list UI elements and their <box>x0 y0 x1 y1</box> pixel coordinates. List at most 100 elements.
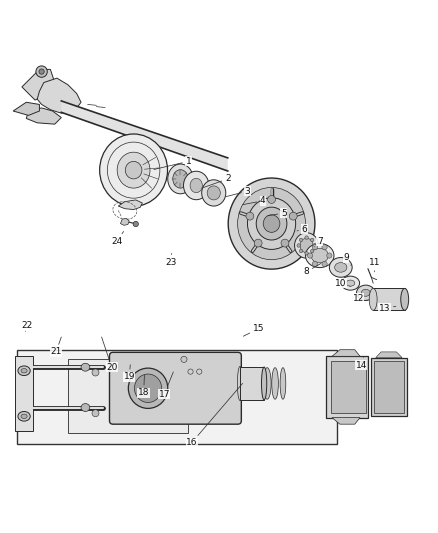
Circle shape <box>322 261 327 266</box>
Text: 15: 15 <box>244 324 264 336</box>
Circle shape <box>254 239 262 247</box>
Polygon shape <box>331 361 366 413</box>
Ellipse shape <box>21 368 27 373</box>
Circle shape <box>299 249 303 253</box>
Circle shape <box>281 239 289 247</box>
Ellipse shape <box>201 180 226 206</box>
Text: 7: 7 <box>314 237 323 247</box>
Ellipse shape <box>237 188 305 260</box>
Ellipse shape <box>247 198 296 249</box>
FancyBboxPatch shape <box>110 352 241 424</box>
Circle shape <box>246 212 254 220</box>
Ellipse shape <box>305 244 334 268</box>
Polygon shape <box>326 356 368 418</box>
Ellipse shape <box>341 276 360 290</box>
Ellipse shape <box>81 364 90 371</box>
Ellipse shape <box>81 403 90 411</box>
Polygon shape <box>371 358 407 416</box>
Polygon shape <box>13 102 39 115</box>
Text: 8: 8 <box>304 263 321 276</box>
Ellipse shape <box>361 289 370 296</box>
Text: 18: 18 <box>138 375 149 397</box>
Polygon shape <box>120 219 129 225</box>
Polygon shape <box>376 352 402 358</box>
Polygon shape <box>332 350 360 356</box>
Ellipse shape <box>168 164 193 194</box>
Ellipse shape <box>346 280 355 286</box>
Circle shape <box>131 413 140 422</box>
Circle shape <box>268 196 276 204</box>
Ellipse shape <box>335 263 347 272</box>
Circle shape <box>312 245 318 250</box>
Text: 9: 9 <box>343 253 351 265</box>
Text: 3: 3 <box>226 187 251 197</box>
Text: 21: 21 <box>50 337 62 357</box>
Ellipse shape <box>184 171 209 200</box>
Text: 12: 12 <box>353 294 367 303</box>
Ellipse shape <box>18 411 30 421</box>
Ellipse shape <box>280 368 286 399</box>
Ellipse shape <box>100 134 167 206</box>
Text: 22: 22 <box>21 321 33 332</box>
Ellipse shape <box>300 238 313 253</box>
Polygon shape <box>68 359 188 433</box>
Polygon shape <box>118 200 142 209</box>
Circle shape <box>305 236 308 239</box>
Text: 23: 23 <box>165 253 177 266</box>
Circle shape <box>133 221 138 227</box>
Circle shape <box>313 244 316 247</box>
Ellipse shape <box>369 288 377 310</box>
Ellipse shape <box>128 368 168 408</box>
PathPatch shape <box>61 101 228 171</box>
Circle shape <box>289 212 297 220</box>
Ellipse shape <box>228 178 315 269</box>
Text: 6: 6 <box>297 225 307 234</box>
Ellipse shape <box>125 161 142 179</box>
Ellipse shape <box>401 288 409 310</box>
Text: 24: 24 <box>112 231 124 246</box>
Ellipse shape <box>357 285 375 301</box>
Text: 1: 1 <box>154 157 191 169</box>
Circle shape <box>311 238 314 241</box>
Ellipse shape <box>272 368 279 399</box>
Text: 17: 17 <box>159 372 173 399</box>
Ellipse shape <box>134 374 162 402</box>
Text: 2: 2 <box>203 174 230 188</box>
Polygon shape <box>373 288 405 310</box>
Text: 11: 11 <box>369 259 380 272</box>
Ellipse shape <box>207 186 220 200</box>
Circle shape <box>92 410 99 417</box>
Circle shape <box>36 66 47 77</box>
Circle shape <box>297 244 300 247</box>
Text: 19: 19 <box>124 365 135 382</box>
Circle shape <box>322 245 327 250</box>
Circle shape <box>312 261 318 266</box>
Ellipse shape <box>190 178 202 193</box>
Polygon shape <box>37 78 81 113</box>
Polygon shape <box>332 418 360 424</box>
Polygon shape <box>15 356 33 431</box>
Text: 16: 16 <box>186 383 243 447</box>
Circle shape <box>311 249 314 253</box>
Ellipse shape <box>329 257 352 277</box>
Ellipse shape <box>294 233 318 258</box>
Ellipse shape <box>256 207 287 240</box>
Ellipse shape <box>237 366 243 400</box>
Circle shape <box>327 253 332 258</box>
Ellipse shape <box>21 414 27 418</box>
Polygon shape <box>240 367 264 400</box>
Circle shape <box>92 369 99 376</box>
Text: 20: 20 <box>102 337 117 372</box>
Polygon shape <box>26 108 61 124</box>
Circle shape <box>299 238 303 241</box>
Ellipse shape <box>117 152 150 188</box>
Ellipse shape <box>311 248 328 263</box>
Polygon shape <box>17 350 337 444</box>
Ellipse shape <box>18 366 30 376</box>
Ellipse shape <box>263 368 271 399</box>
Circle shape <box>39 69 44 74</box>
Text: 13: 13 <box>379 304 396 313</box>
Ellipse shape <box>173 169 188 188</box>
Text: 10: 10 <box>335 279 350 288</box>
Circle shape <box>181 356 187 362</box>
